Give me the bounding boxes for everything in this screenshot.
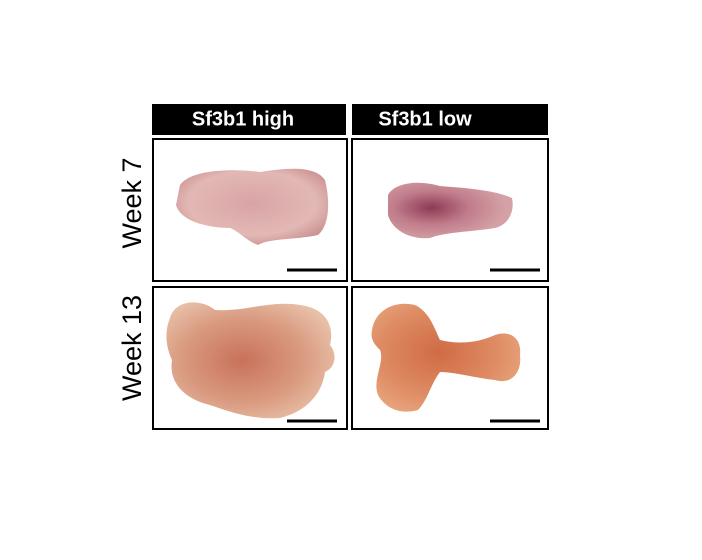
header-bar <box>352 104 548 135</box>
column-header: Sf3b1 low <box>378 108 472 130</box>
column-headers: Sf3b1 high Sf3b1 low <box>152 104 548 135</box>
header-bar <box>152 104 346 135</box>
tissue-image <box>388 182 513 239</box>
tissue-image <box>371 303 521 412</box>
row-label: Week 7 <box>117 157 147 248</box>
row-label: Week 13 <box>117 295 147 401</box>
column-header: Sf3b1 high <box>192 108 294 130</box>
tissue-image <box>176 168 329 245</box>
scale-bars <box>287 268 540 423</box>
tissue-image <box>166 302 335 419</box>
row-labels: Week 7 Week 13 <box>117 157 147 401</box>
